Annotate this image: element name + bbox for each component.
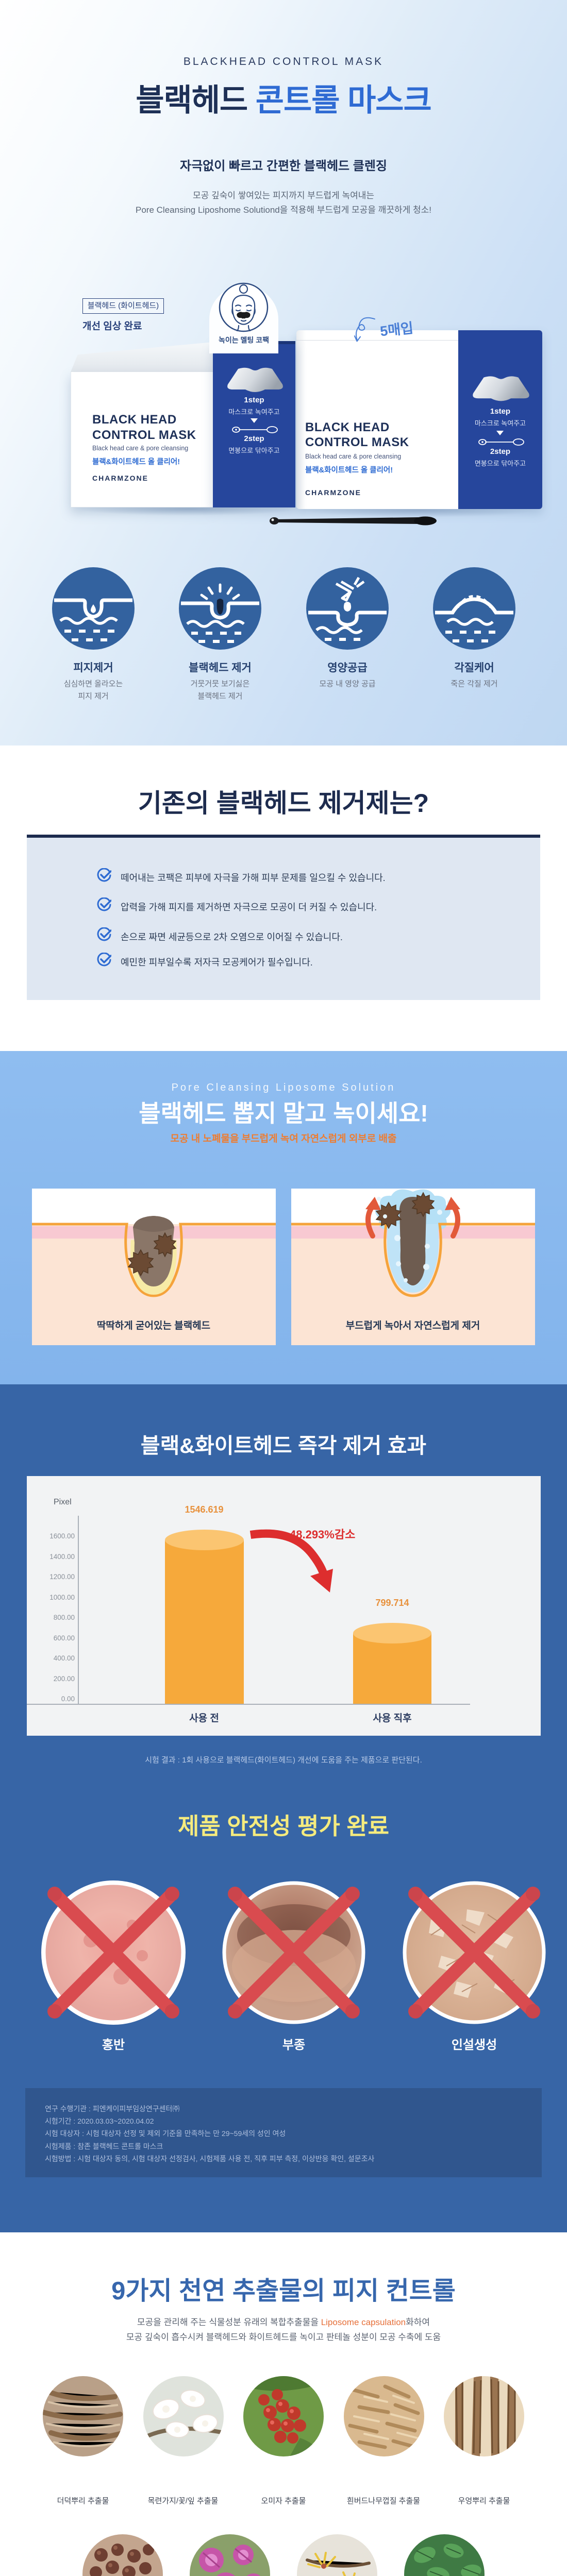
- svg-text:딱딱하게 굳어있는 블랙헤드: 딱딱하게 굳어있는 블랙헤드: [97, 1320, 210, 1331]
- svg-text:부드럽게 녹아서 자연스럽게 제거: 부드럽게 녹아서 자연스럽게 제거: [346, 1320, 480, 1331]
